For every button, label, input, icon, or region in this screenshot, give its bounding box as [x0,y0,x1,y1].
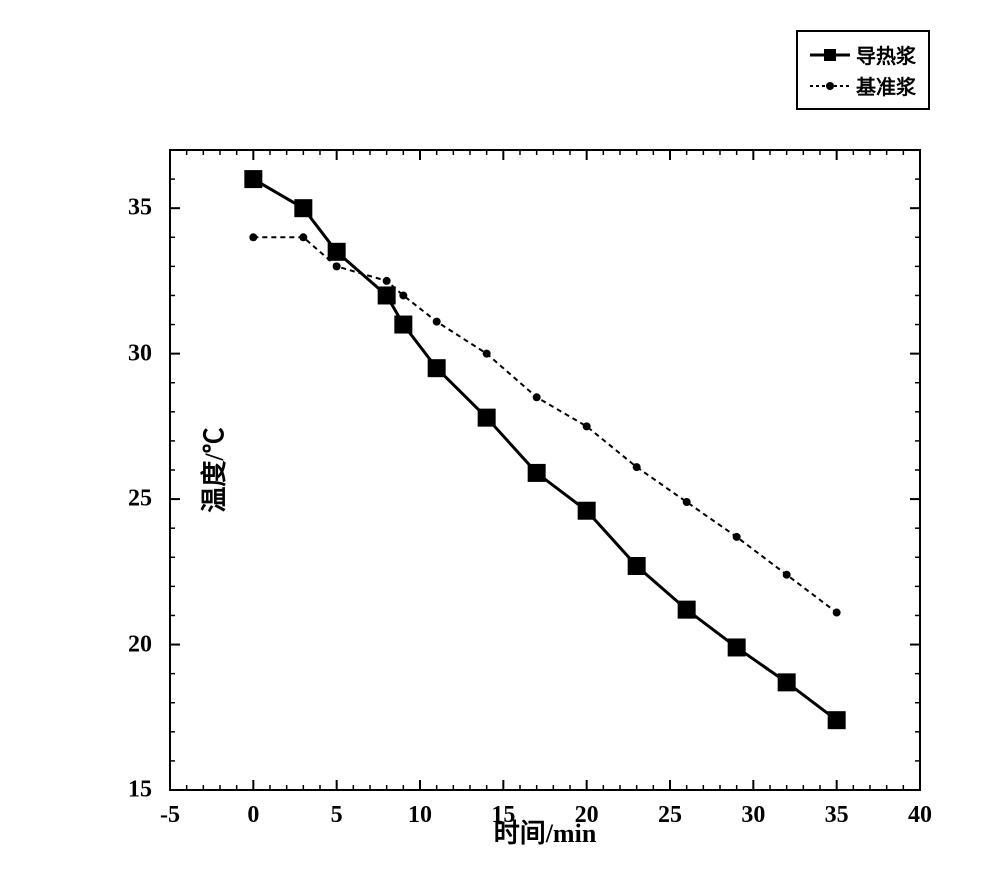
legend-label-2: 基准浆 [856,71,916,100]
x-tick-label: 30 [741,802,765,829]
x-tick-label: 10 [408,802,432,829]
x-tick-label: 25 [658,802,682,829]
x-tick-label: 40 [908,802,932,829]
y-tick-label: 25 [128,486,152,513]
y-axis-label: 温度/℃ [194,427,231,512]
y-tick-label: 30 [128,340,152,367]
chart-container: 导热浆 基准浆 温度/℃ 时间/min -5051015202530354015… [60,30,940,850]
y-tick-label: 35 [128,195,152,222]
plot-area: 温度/℃ 时间/min -505101520253035401520253035 [170,150,920,790]
x-tick-label: 5 [331,802,343,829]
legend-item-1: 导热浆 [810,40,916,69]
legend-line-1 [810,54,850,56]
legend-label-1: 导热浆 [856,40,916,69]
x-tick-label: 35 [825,802,849,829]
x-tick-label: -5 [160,802,180,829]
plot-svg [170,150,920,790]
legend-item-2: 基准浆 [810,71,916,100]
x-tick-label: 20 [575,802,599,829]
legend: 导热浆 基准浆 [796,30,930,110]
y-tick-label: 15 [128,777,152,804]
y-tick-label: 20 [128,631,152,658]
legend-line-2 [810,85,850,87]
x-tick-label: 0 [247,802,259,829]
x-tick-label: 15 [491,802,515,829]
